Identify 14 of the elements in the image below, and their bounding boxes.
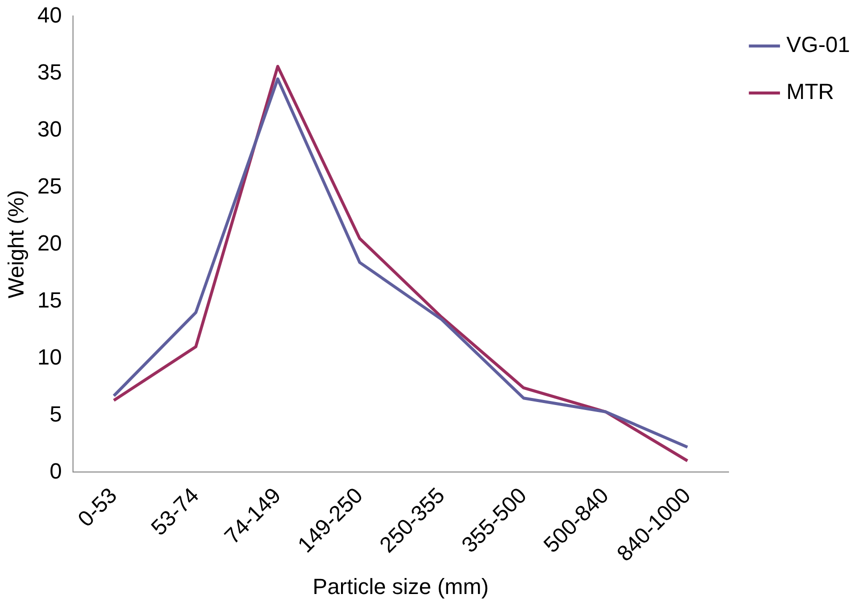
x-tick-label: 0-53 xyxy=(72,482,122,532)
y-axis-title: Weight (%) xyxy=(3,190,28,298)
y-tick-label: 0 xyxy=(50,458,62,484)
legend-label: VG-01 xyxy=(786,32,850,58)
y-tick-label: 30 xyxy=(37,116,62,142)
y-tick-label: 35 xyxy=(37,59,62,84)
legend-label: MTR xyxy=(786,79,834,104)
y-tick-label: 5 xyxy=(50,401,62,426)
y-tick-label: 15 xyxy=(37,287,62,312)
y-tick-label: 40 xyxy=(37,2,62,28)
y-tick-label: 20 xyxy=(37,230,62,256)
y-tick-label: 25 xyxy=(37,173,62,198)
x-axis-title: Particle size (mm) xyxy=(312,574,489,599)
y-tick-label: 10 xyxy=(37,344,62,370)
